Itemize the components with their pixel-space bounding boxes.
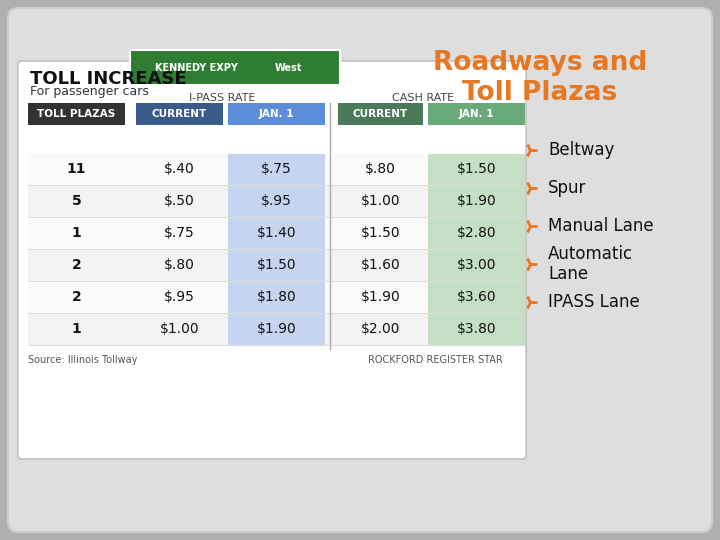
Text: $1.60: $1.60 <box>361 258 400 272</box>
Text: 5: 5 <box>71 194 81 208</box>
Text: 1: 1 <box>71 226 81 240</box>
Text: $1.90: $1.90 <box>361 290 400 304</box>
Text: Automatic
Lane: Automatic Lane <box>548 245 633 284</box>
Text: Manual Lane: Manual Lane <box>548 217 654 235</box>
Text: CURRENT: CURRENT <box>152 109 207 119</box>
Text: $1.40: $1.40 <box>257 226 297 240</box>
Text: $1.90: $1.90 <box>256 322 297 336</box>
Text: 2: 2 <box>71 290 81 304</box>
FancyBboxPatch shape <box>338 103 423 125</box>
Text: ROCKFORD REGISTER STAR: ROCKFORD REGISTER STAR <box>368 355 503 365</box>
Text: $1.50: $1.50 <box>361 226 400 240</box>
Text: For passenger cars: For passenger cars <box>30 85 149 98</box>
Bar <box>28 218 525 249</box>
Text: 1: 1 <box>71 322 81 336</box>
Bar <box>228 314 325 345</box>
Text: $1.90: $1.90 <box>456 194 496 208</box>
Text: $.40: $.40 <box>164 162 195 176</box>
Bar <box>28 186 525 217</box>
Bar <box>428 314 525 345</box>
Text: $1.50: $1.50 <box>456 162 496 176</box>
Text: $2.80: $2.80 <box>456 226 496 240</box>
Bar <box>428 250 525 281</box>
Text: CURRENT: CURRENT <box>353 109 408 119</box>
Text: $1.50: $1.50 <box>257 258 297 272</box>
Text: $1.80: $1.80 <box>256 290 297 304</box>
Text: JAN. 1: JAN. 1 <box>258 109 294 119</box>
FancyBboxPatch shape <box>130 50 340 85</box>
Bar <box>28 154 525 185</box>
Text: JAN. 1: JAN. 1 <box>459 109 494 119</box>
Bar <box>228 250 325 281</box>
Text: IPASS Lane: IPASS Lane <box>548 293 640 311</box>
Text: 2: 2 <box>71 258 81 272</box>
FancyBboxPatch shape <box>28 103 125 125</box>
Text: $1.00: $1.00 <box>361 194 400 208</box>
FancyBboxPatch shape <box>136 103 223 125</box>
Text: $.95: $.95 <box>164 290 195 304</box>
Text: $3.60: $3.60 <box>456 290 496 304</box>
Bar <box>228 218 325 249</box>
Bar <box>428 282 525 313</box>
Text: $.80: $.80 <box>365 162 396 176</box>
FancyBboxPatch shape <box>428 103 525 125</box>
Text: TOLL INCREASE: TOLL INCREASE <box>30 70 186 88</box>
Text: 11: 11 <box>67 162 86 176</box>
Text: West: West <box>275 63 302 73</box>
Text: $.75: $.75 <box>261 162 292 176</box>
Bar <box>428 186 525 217</box>
Text: $.50: $.50 <box>164 194 195 208</box>
FancyBboxPatch shape <box>228 103 325 125</box>
Bar <box>228 154 325 185</box>
Text: I-PASS RATE: I-PASS RATE <box>189 93 255 103</box>
Text: $2.00: $2.00 <box>361 322 400 336</box>
Text: Roadways and
Toll Plazas: Roadways and Toll Plazas <box>433 50 647 106</box>
Text: Spur: Spur <box>548 179 586 197</box>
Text: $.75: $.75 <box>164 226 195 240</box>
Bar <box>228 282 325 313</box>
Text: KENNEDY EXPY: KENNEDY EXPY <box>155 63 238 73</box>
Bar <box>228 186 325 217</box>
Bar <box>28 314 525 345</box>
Bar <box>28 282 525 313</box>
Text: Beltway: Beltway <box>548 141 614 159</box>
Bar <box>28 250 525 281</box>
Text: $.80: $.80 <box>164 258 195 272</box>
Bar <box>428 218 525 249</box>
Text: $.95: $.95 <box>261 194 292 208</box>
Text: $1.00: $1.00 <box>160 322 199 336</box>
FancyBboxPatch shape <box>8 8 712 532</box>
Text: $3.80: $3.80 <box>456 322 496 336</box>
Text: TOLL PLAZAS: TOLL PLAZAS <box>37 109 116 119</box>
Bar <box>428 154 525 185</box>
FancyBboxPatch shape <box>18 61 526 459</box>
Text: Source: Illinois Tollway: Source: Illinois Tollway <box>28 355 138 365</box>
Text: $3.00: $3.00 <box>456 258 496 272</box>
Text: CASH RATE: CASH RATE <box>392 93 454 103</box>
